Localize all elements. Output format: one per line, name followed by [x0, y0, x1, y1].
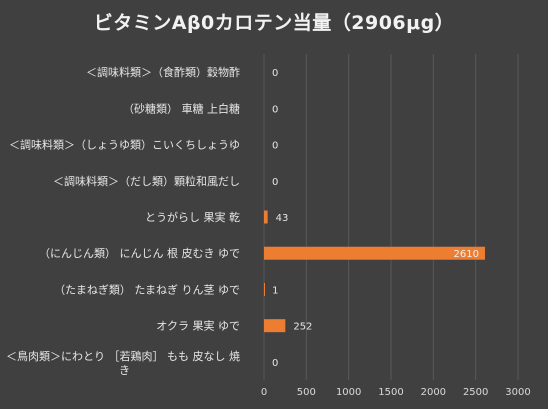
- category-label: （砂糖類） 車糖 上白糖: [123, 101, 240, 115]
- category-label: （たまねぎ類） たまねぎ りん茎 ゆで: [54, 282, 240, 296]
- x-tick-label: 1000: [336, 387, 361, 398]
- data-label: 0: [272, 141, 278, 152]
- category-label: ＜調味料類＞（食酢類）穀物酢: [86, 65, 240, 79]
- data-label: 43: [276, 213, 289, 224]
- category-label: ＜調味料類＞（だし類）顆粒和風だし: [53, 174, 240, 188]
- bar: [264, 319, 286, 333]
- data-label: 252: [293, 322, 312, 333]
- category-label: （にんじん類） にんじん 根 皮むき ゆで: [39, 246, 240, 260]
- data-label: 0: [272, 68, 278, 79]
- x-tick-label: 0: [261, 387, 267, 398]
- x-tick-label: 2000: [421, 387, 446, 398]
- bar: [264, 210, 268, 224]
- bar: [264, 282, 265, 296]
- data-label: 0: [272, 358, 278, 369]
- x-tick-label: 3000: [505, 387, 530, 398]
- data-label: 1: [272, 285, 278, 296]
- category-label: ＜鳥肉類＞にわとり ［若鶏肉］ もも 皮なし 焼き: [6, 349, 240, 377]
- data-label: 0: [272, 104, 278, 115]
- x-tick-label: 500: [297, 387, 316, 398]
- x-tick-label: 2500: [463, 387, 488, 398]
- bar: [264, 246, 485, 260]
- category-label: オクラ 果実 ゆで: [156, 319, 240, 333]
- chart-title: ビタミンAβ0カロテン当量（2906μg）: [93, 12, 455, 34]
- category-label: とうがらし 果実 乾: [145, 210, 240, 224]
- data-label: 0: [272, 177, 278, 188]
- category-label: ＜調味料類＞（しょうゆ類）こいくちしょうゆ: [9, 138, 240, 152]
- data-label: 2610: [454, 249, 479, 260]
- x-tick-label: 1500: [378, 387, 403, 398]
